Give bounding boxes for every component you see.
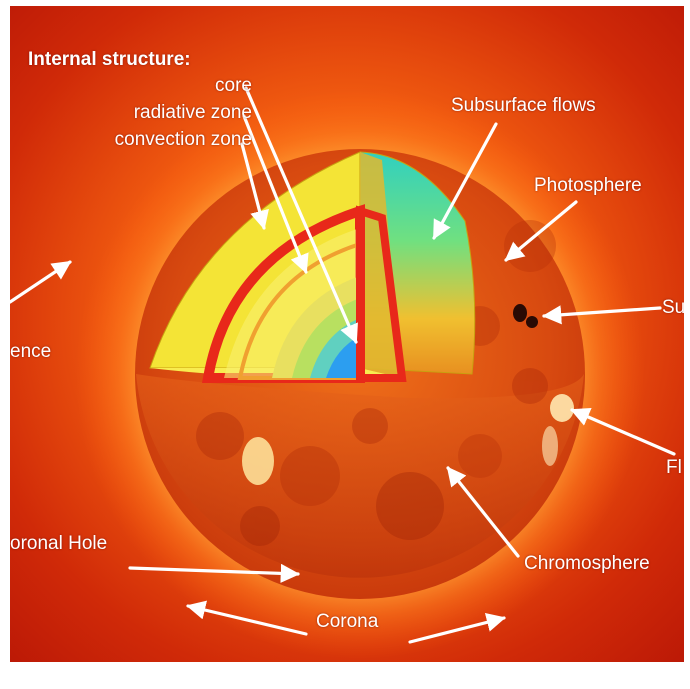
label-chromosphere: Chromosphere	[524, 553, 650, 574]
label-photosphere: Photosphere	[534, 175, 642, 196]
lower-hemisphere	[136, 374, 584, 578]
sunspot	[513, 304, 538, 328]
surface-granulation	[196, 220, 556, 546]
label-internal-structure: Internal structure:	[28, 49, 191, 70]
cutaway-wedge	[149, 151, 476, 383]
arrow-photosphere	[504, 200, 578, 262]
arrow-core	[244, 86, 358, 344]
arrow-radiative-zone	[242, 114, 309, 274]
arrow-prominence	[10, 260, 72, 304]
label-corona: Corona	[316, 611, 379, 632]
arrow-convection-zone	[240, 142, 269, 230]
arrow-corona-left	[186, 600, 308, 636]
label-coronal-hole: oronal Hole	[10, 533, 108, 554]
label-radiative-zone: radiative zone	[133, 102, 252, 123]
arrow-sunspot	[542, 305, 662, 325]
arrow-flare	[570, 408, 676, 456]
label-sunspot: Su	[662, 297, 684, 318]
sun-diagram: Internal structure: core radiative zone …	[10, 6, 684, 662]
label-prominence: ence	[10, 341, 52, 362]
label-arrows	[10, 86, 676, 644]
arrow-coronal-hole	[128, 563, 300, 583]
arrow-chromosphere	[446, 466, 520, 558]
arrow-subsurface-flows	[432, 122, 498, 240]
label-flare: Fl	[666, 457, 682, 478]
label-subsurface-flows: Subsurface flows	[451, 95, 596, 116]
label-core: core	[215, 75, 252, 96]
label-convection-zone: convection zone	[114, 129, 252, 150]
arrow-corona-right	[408, 612, 506, 644]
sun-illustration	[10, 6, 684, 662]
